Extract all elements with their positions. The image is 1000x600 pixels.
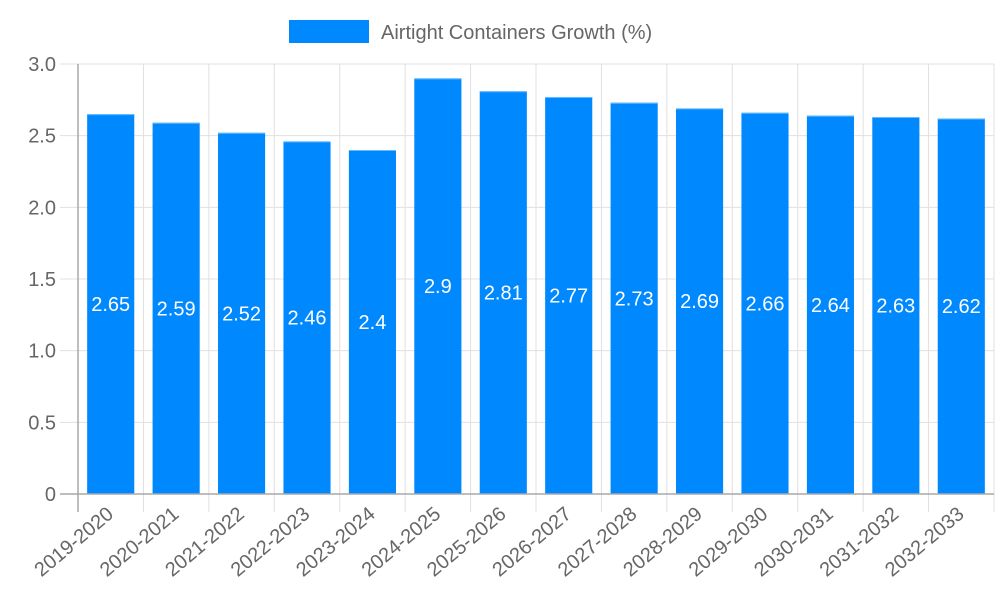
bar-value-label: 2.63 [876,296,915,318]
bar-value-label: 2.65 [91,294,130,316]
bar-value-label: 2.59 [157,298,196,320]
y-tick-label: 2.0 [28,197,56,219]
bar[interactable] [610,102,658,494]
y-tick-label: 1.0 [28,341,56,363]
bar-value-label: 2.69 [680,291,719,313]
bar-value-label: 2.46 [288,308,327,330]
grid-lines [60,63,995,512]
bar-value-label: 2.9 [424,276,452,298]
y-tick-label: 3.0 [28,54,56,76]
bar[interactable] [87,114,135,495]
bar[interactable] [676,108,724,494]
bar[interactable] [414,78,462,494]
y-axis-ticks: 0 0.5 1.0 1.5 2.0 2.5 3.0 [28,54,56,506]
bar-value-label: 2.66 [746,293,785,315]
bar-value-label: 2.73 [615,288,654,310]
bar-value-label: 2.64 [811,295,850,317]
bar[interactable] [872,117,920,495]
bar-value-label: 2.4 [359,312,387,334]
y-tick-label: 0 [45,484,56,506]
legend-swatch [289,20,369,43]
bar-value-label: 2.52 [222,303,261,325]
bar[interactable] [218,132,266,495]
bar[interactable] [152,122,200,495]
y-tick-label: 2.5 [28,126,56,148]
data-labels: 2.65 2.59 2.52 2.46 2.4 2.9 2.81 2.77 2.73 2.69 2.… [91,276,981,334]
bar[interactable] [283,141,331,494]
bar[interactable] [348,150,396,494]
bar-value-label: 2.62 [942,296,981,318]
bars [87,78,985,495]
bar-value-label: 2.81 [484,283,523,305]
y-tick-label: 0.5 [28,412,56,434]
bar[interactable] [479,91,527,494]
bar[interactable] [741,112,789,494]
bar[interactable] [545,96,593,494]
legend[interactable]: Airtight Containers Growth (%) [289,20,652,44]
bar[interactable] [806,115,854,494]
bar-value-label: 2.77 [549,285,588,307]
bar[interactable] [937,118,985,494]
y-tick-label: 1.5 [28,269,56,291]
x-axis-ticks: 2019-20202020-20212021-20222022-20232023… [31,503,969,581]
axes [60,64,994,512]
legend-label: Airtight Containers Growth (%) [381,22,652,44]
